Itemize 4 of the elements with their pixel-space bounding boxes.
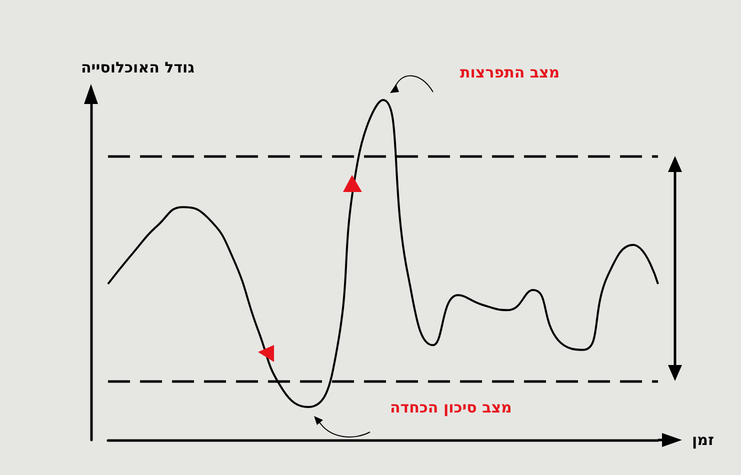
- text: מצב התפרצות: [460, 64, 560, 82]
- y-axis-title: גודל האוכלוסייה: [81, 58, 195, 76]
- x-axis-title: זמן: [692, 431, 714, 449]
- annotation: מצב סיכון הכחדה: [390, 398, 512, 416]
